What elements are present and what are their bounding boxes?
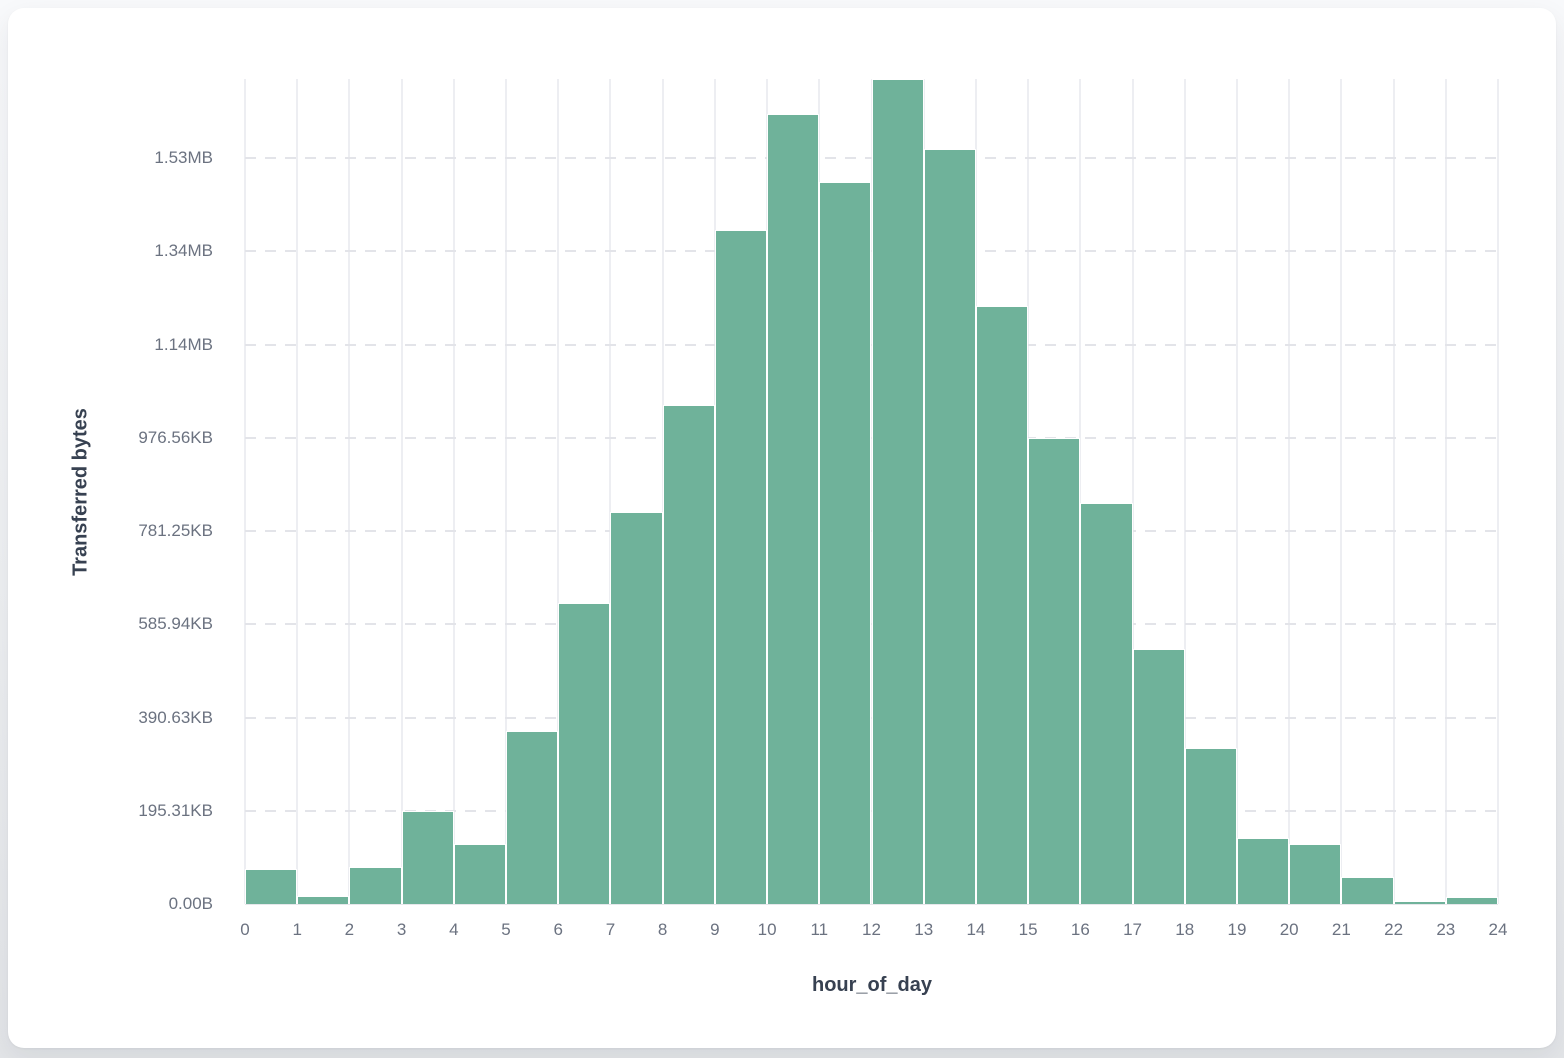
vertical-gridline [348, 79, 351, 904]
x-axis-tick-label: 13 [914, 920, 934, 939]
x-axis-tick-label: 11 [810, 920, 829, 939]
histogram-bar-hour-6[interactable] [558, 603, 611, 904]
y-axis-tick-label: 390.63KB [138, 707, 213, 727]
x-axis-tick-label: 10 [757, 920, 777, 939]
x-axis-tick-label: 16 [1070, 920, 1090, 939]
histogram-bar-hour-12[interactable] [871, 79, 924, 904]
y-axis-title: Transferred bytes [69, 408, 92, 576]
transferred-bytes-histogram-card: 0.00B 195.31KB 390.63KB 585.94KB 781.25KB 976… [8, 8, 1556, 1048]
vertical-gridline [244, 79, 246, 904]
histogram-bar-hour-2[interactable] [349, 866, 402, 904]
x-axis-tick-label: 18 [1175, 920, 1195, 939]
histogram-bar-hour-15[interactable] [1028, 437, 1081, 904]
histogram-bar-hour-18[interactable] [1184, 748, 1237, 904]
x-axis-tick-label: 12 [862, 920, 881, 939]
x-axis-tick-label: 1 [292, 920, 302, 939]
vertical-gridline [400, 79, 403, 904]
x-axis-line [245, 904, 1498, 905]
plot-area [244, 79, 1499, 905]
histogram-bar-hour-3[interactable] [401, 811, 454, 904]
x-axis-tick-label: 3 [396, 920, 407, 939]
vertical-gridline [1183, 79, 1186, 904]
vertical-gridline [296, 79, 299, 904]
histogram-bar-hour-8[interactable] [662, 404, 715, 904]
histogram-bar-hour-10[interactable] [767, 114, 820, 904]
x-axis-tick-label: 8 [657, 920, 668, 939]
histogram-bar-hour-16[interactable] [1080, 502, 1133, 904]
x-axis-tick-label: 6 [553, 920, 563, 939]
histogram-bar-hour-17[interactable] [1132, 648, 1185, 904]
vertical-gridline [1340, 79, 1343, 904]
y-axis-tick-label: 781.25KB [138, 521, 213, 541]
x-axis-tick-label: 17 [1123, 920, 1142, 939]
x-axis-title: hour_of_day [811, 974, 933, 996]
x-axis-tick-label: 24 [1488, 920, 1508, 939]
x-axis-tick-label: 21 [1331, 920, 1351, 939]
histogram-bar-hour-19[interactable] [1236, 838, 1290, 904]
x-axis-tick-label: 23 [1436, 920, 1456, 939]
y-axis-tick-label: 1.34MB [154, 241, 213, 261]
y-axis-tick-label: 195.31KB [138, 800, 213, 820]
vertical-gridline [1131, 79, 1134, 904]
histogram-bar-hour-13[interactable] [923, 148, 976, 904]
histogram-bar-hour-20[interactable] [1289, 844, 1342, 904]
histogram-bar-hour-0[interactable] [245, 869, 298, 904]
y-axis-tick-label: 585.94KB [138, 614, 213, 634]
histogram-bar-hour-23[interactable] [1445, 897, 1498, 904]
histogram-bar-hour-4[interactable] [453, 844, 507, 904]
y-axis-tick-label: 1.53MB [154, 148, 213, 168]
x-axis-tick-label: 22 [1384, 920, 1404, 939]
histogram-bar-hour-21[interactable] [1341, 876, 1394, 904]
histogram-bar-hour-7[interactable] [610, 512, 663, 904]
histogram-bar-hour-1[interactable] [297, 895, 350, 904]
histogram-bar-hour-5[interactable] [506, 731, 559, 904]
histogram-bar-hour-22[interactable] [1393, 901, 1446, 904]
histogram-bar-hour-14[interactable] [975, 305, 1029, 904]
y-axis-tick-label: 976.56KB [138, 427, 213, 447]
y-axis-tick-label: 1.14MB [154, 334, 213, 354]
x-axis-tick-label: 4 [449, 920, 459, 939]
x-axis-tick-label: 14 [966, 920, 986, 939]
x-axis-tick-label: 7 [605, 920, 616, 939]
vertical-gridline [1288, 79, 1291, 904]
histogram-bar-hour-11[interactable] [819, 182, 872, 904]
vertical-gridline [1444, 79, 1447, 904]
histogram-bar-hour-9[interactable] [714, 229, 768, 904]
y-axis-tick-label: 0.00B [168, 894, 213, 913]
vertical-gridline [1079, 79, 1082, 904]
x-axis-tick-label: 9 [710, 920, 720, 939]
vertical-gridline [609, 79, 612, 904]
vertical-gridline [505, 79, 508, 904]
x-axis-tick-label: 15 [1018, 920, 1038, 939]
x-axis-tick-label: 2 [344, 920, 355, 939]
vertical-gridline [1497, 79, 1499, 904]
x-axis-tick-label: 0 [240, 920, 250, 939]
vertical-gridline [557, 79, 560, 904]
x-axis-tick-label: 5 [501, 920, 511, 939]
vertical-gridline [452, 79, 455, 904]
x-axis-tick-label: 20 [1279, 920, 1299, 939]
vertical-gridline [1392, 79, 1395, 904]
x-axis-tick-label: 19 [1227, 920, 1247, 939]
vertical-gridline [1235, 79, 1238, 904]
